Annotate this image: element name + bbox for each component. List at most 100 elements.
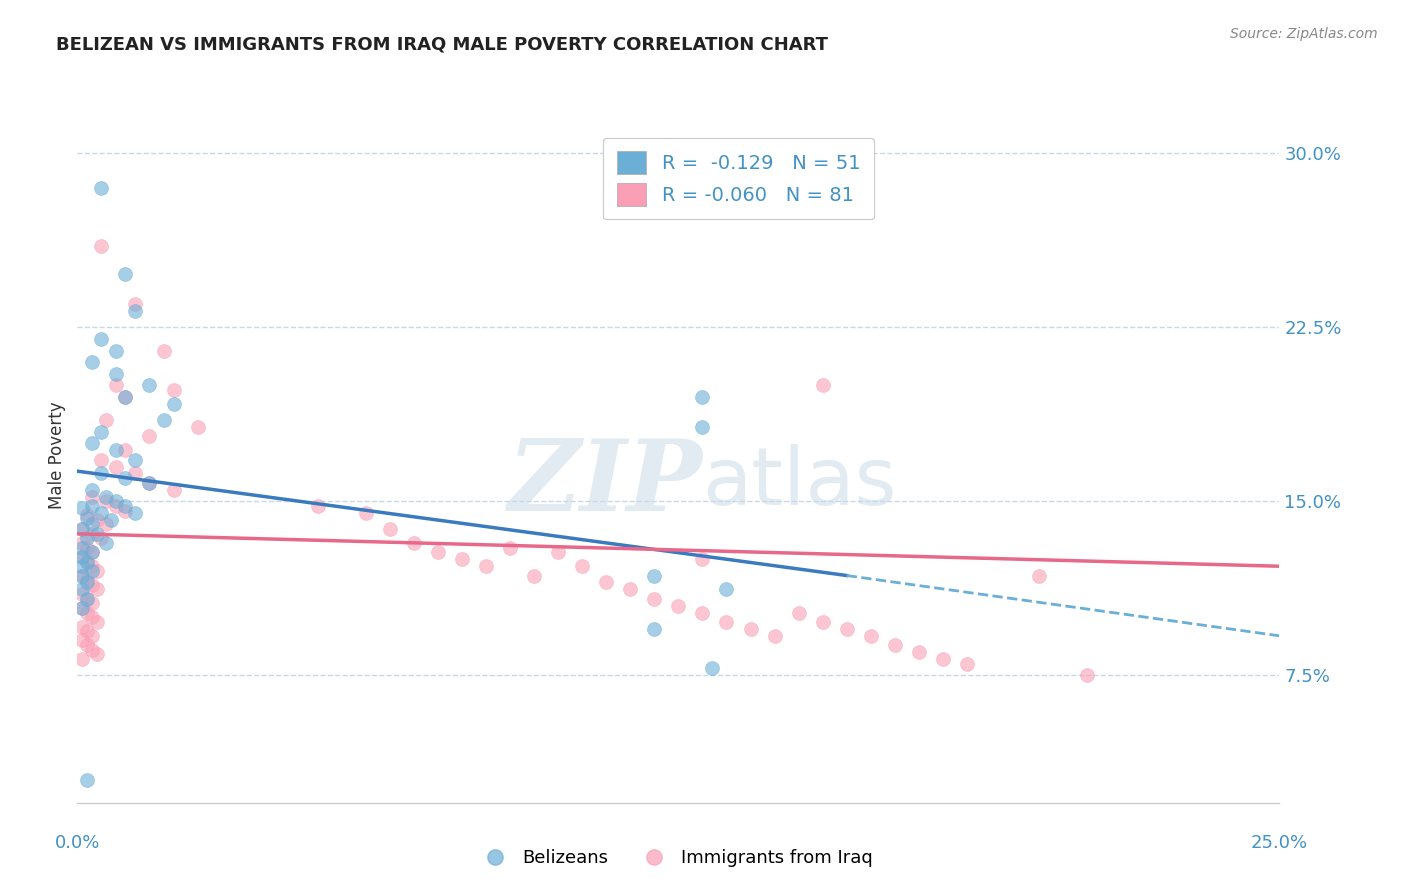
Point — [619, 582, 641, 597]
Point — [70, 619, 93, 633]
Point — [70, 501, 93, 516]
Point — [114, 390, 136, 404]
Point — [643, 591, 665, 606]
Point — [763, 629, 786, 643]
Point — [104, 343, 127, 358]
Point — [80, 629, 103, 643]
Point — [90, 452, 112, 467]
Point — [700, 661, 723, 675]
Point — [811, 615, 834, 629]
Point — [162, 483, 184, 497]
Point — [114, 503, 136, 517]
Point — [80, 526, 103, 541]
Text: 0.0%: 0.0% — [55, 834, 100, 852]
Point — [80, 642, 103, 657]
Point — [90, 532, 112, 546]
Point — [859, 629, 882, 643]
Point — [70, 652, 93, 666]
Y-axis label: Male Poverty: Male Poverty — [48, 401, 66, 508]
Point — [80, 517, 103, 532]
Point — [835, 622, 858, 636]
Point — [90, 239, 112, 253]
Point — [100, 513, 122, 527]
Point — [104, 443, 127, 458]
Point — [80, 610, 103, 624]
Point — [138, 378, 160, 392]
Point — [153, 343, 176, 358]
Point — [104, 494, 127, 508]
Point — [76, 532, 98, 546]
Text: atlas: atlas — [703, 443, 897, 522]
Text: 25.0%: 25.0% — [1251, 834, 1308, 852]
Point — [114, 499, 136, 513]
Point — [86, 513, 108, 527]
Point — [811, 378, 834, 392]
Point — [114, 390, 136, 404]
Point — [86, 564, 108, 578]
Point — [80, 490, 103, 504]
Point — [76, 555, 98, 569]
Point — [716, 582, 738, 597]
Point — [76, 624, 98, 639]
Point — [70, 549, 93, 564]
Point — [70, 582, 93, 597]
Point — [787, 606, 810, 620]
Point — [162, 383, 184, 397]
Point — [402, 536, 425, 550]
Point — [692, 390, 714, 404]
Point — [692, 606, 714, 620]
Point — [76, 541, 98, 555]
Point — [80, 545, 103, 559]
Point — [86, 526, 108, 541]
Point — [90, 181, 112, 195]
Point — [124, 467, 146, 481]
Point — [70, 522, 93, 536]
Point — [76, 575, 98, 590]
Point — [96, 494, 118, 508]
Point — [153, 413, 176, 427]
Point — [76, 591, 98, 606]
Point — [114, 471, 136, 485]
Point — [307, 499, 329, 513]
Point — [124, 506, 146, 520]
Point — [932, 652, 955, 666]
Point — [114, 443, 136, 458]
Point — [956, 657, 979, 671]
Point — [80, 545, 103, 559]
Point — [80, 499, 103, 513]
Point — [124, 304, 146, 318]
Point — [104, 499, 127, 513]
Point — [595, 575, 617, 590]
Point — [124, 297, 146, 311]
Point — [104, 367, 127, 381]
Point — [523, 568, 546, 582]
Point — [908, 645, 931, 659]
Point — [162, 397, 184, 411]
Text: ZIP: ZIP — [508, 434, 703, 531]
Point — [138, 429, 160, 443]
Point — [76, 508, 98, 523]
Point — [76, 555, 98, 569]
Legend: Belizeans, Immigrants from Iraq: Belizeans, Immigrants from Iraq — [470, 842, 880, 874]
Point — [96, 536, 118, 550]
Point — [90, 332, 112, 346]
Point — [70, 549, 93, 564]
Point — [90, 506, 112, 520]
Point — [643, 622, 665, 636]
Legend: R =  -0.129   N = 51, R = -0.060   N = 81: R = -0.129 N = 51, R = -0.060 N = 81 — [603, 137, 873, 219]
Point — [883, 638, 905, 652]
Point — [70, 568, 93, 582]
Point — [70, 601, 93, 615]
Point — [76, 772, 98, 787]
Point — [499, 541, 522, 555]
Point — [186, 420, 209, 434]
Point — [90, 425, 112, 439]
Text: Source: ZipAtlas.com: Source: ZipAtlas.com — [1230, 27, 1378, 41]
Point — [716, 615, 738, 629]
Point — [70, 633, 93, 648]
Point — [76, 638, 98, 652]
Point — [86, 648, 108, 662]
Point — [90, 467, 112, 481]
Point — [86, 582, 108, 597]
Point — [70, 559, 93, 574]
